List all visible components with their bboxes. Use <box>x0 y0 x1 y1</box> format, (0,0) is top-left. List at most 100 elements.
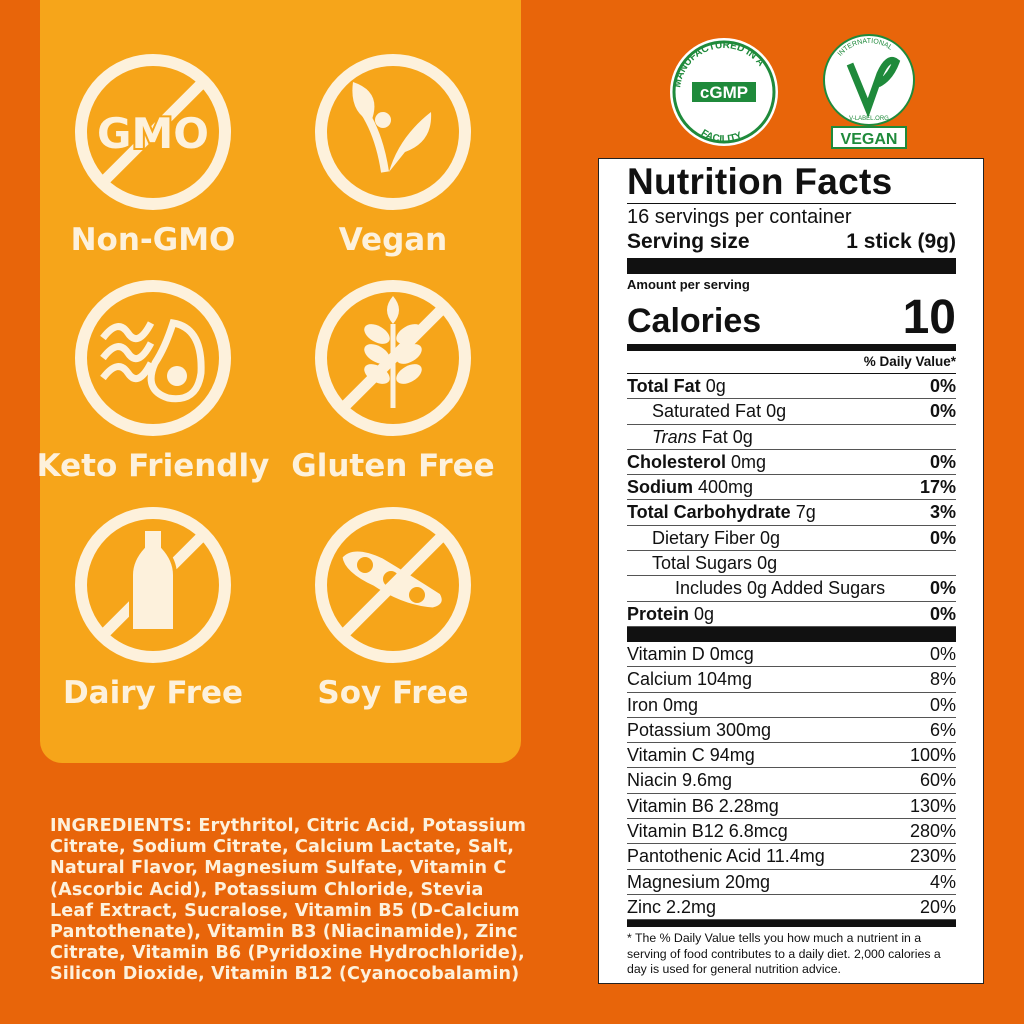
badge-keto-friendly: Keto Friendly <box>37 278 269 484</box>
divider-medium <box>627 344 956 351</box>
vegan-sprout-icon <box>315 54 471 210</box>
vitamin-daily-value: 4% <box>929 871 956 892</box>
nutrient-name: Total Sugars 0g <box>652 551 777 575</box>
cgmp-text: cGMP <box>700 83 748 102</box>
vitamin-daily-value: 60% <box>919 770 956 791</box>
calories-value: 10 <box>902 291 956 344</box>
nutrient-label-suffix: Fat <box>696 426 728 447</box>
nutrient-row: Saturated Fat 0g 0% <box>627 399 956 425</box>
calories-row: Calories 10 <box>627 293 956 343</box>
badge-label: Gluten Free <box>291 448 495 484</box>
serving-size: Serving size 1 stick (9g) <box>627 229 956 254</box>
vitamin-row: Zinc 2.2mg 20% <box>627 895 956 921</box>
nutrient-row: Total Sugars 0g <box>627 551 956 577</box>
vitamin-daily-value: 20% <box>919 896 956 917</box>
vitamin-daily-value: 0% <box>929 643 956 664</box>
nutrient-name: Trans Fat 0g <box>652 425 753 449</box>
vitamin-name: Calcium 104mg <box>627 669 753 690</box>
nutrient-label: Total Sugars <box>652 553 753 574</box>
nutrient-label: Saturated Fat <box>652 401 762 422</box>
nutrient-name: Cholesterol 0mg <box>627 450 766 474</box>
nutrient-name: Total Fat 0g <box>627 374 726 398</box>
gmo-crossed-icon: GMO <box>75 54 231 210</box>
nutrient-amount: 0g <box>757 553 778 574</box>
cgmp-certification-seal: MANUFACTURED IN A FACILITY cGMP <box>670 38 778 146</box>
ingredients-list: INGREDIENTS: Erythritol, Citric Acid, Po… <box>50 816 530 986</box>
vitamin-name: Magnesium 20mg <box>627 871 771 892</box>
nutrient-amount: 400mg <box>698 477 754 498</box>
nutrient-row: Trans Fat 0g <box>627 425 956 450</box>
vitamin-row: Vitamin C 94mg 100% <box>627 743 956 769</box>
badge-label: Dairy Free <box>62 675 244 711</box>
nutrient-name: Includes 0g Added Sugars <box>675 576 885 600</box>
amount-per-serving: Amount per serving <box>627 277 750 292</box>
nutrient-daily-value: 0% <box>929 578 956 599</box>
badge-label: Vegan <box>338 222 448 258</box>
nutrient-daily-value: 0% <box>929 451 956 472</box>
nutrient-row: Includes 0g Added Sugars 0% <box>627 576 956 602</box>
vitamin-name: Vitamin B12 6.8mcg <box>627 821 788 842</box>
vitamin-row: Vitamin B12 6.8mcg 280% <box>627 819 956 845</box>
vitamin-daily-value: 8% <box>929 669 956 690</box>
nutrient-name: Saturated Fat 0g <box>652 399 786 423</box>
nutrient-label: Total Fat <box>627 376 701 396</box>
vitamin-name: Vitamin D 0mcg <box>627 643 754 664</box>
vitamin-daily-value: 280% <box>909 821 956 842</box>
serving-size-label: Serving size <box>627 230 750 253</box>
badge-label: Keto Friendly <box>36 448 270 484</box>
nutrient-label: Cholesterol <box>627 451 727 472</box>
nutrient-amount: 0g <box>732 426 753 447</box>
vitamin-row: Calcium 104mg 8% <box>627 667 956 693</box>
vegan-seal-label: VEGAN <box>841 131 898 148</box>
nutrient-daily-value: 3% <box>929 502 956 523</box>
vitamin-daily-value: 130% <box>909 795 956 816</box>
nutrient-row: Total Carbohydrate 7g 3% <box>627 500 956 526</box>
vitamin-name: Zinc 2.2mg <box>627 896 717 917</box>
vitamin-name: Vitamin C 94mg <box>627 745 755 766</box>
nutrient-name: Dietary Fiber 0g <box>652 526 780 550</box>
nutrient-amount: 0g <box>705 376 726 396</box>
nutrient-name: Sodium 400mg <box>627 475 753 499</box>
nutrient-label: Includes 0g Added Sugars <box>675 578 886 599</box>
svg-text:V-LABEL.ORG: V-LABEL.ORG <box>849 116 889 122</box>
vitamin-name: Niacin 9.6mg <box>627 770 733 791</box>
badge-dairy-free: Dairy Free <box>63 505 243 711</box>
avocado-bacon-icon <box>75 280 231 436</box>
servings-per-container: 16 servings per container <box>627 206 852 228</box>
calories-label: Calories <box>627 302 762 340</box>
badge-vegan: Vegan <box>313 52 473 258</box>
nutrient-row: Cholesterol 0mg 0% <box>627 450 956 476</box>
vitamin-daily-value: 230% <box>909 846 956 867</box>
badge-label: Soy Free <box>317 675 469 711</box>
nutrient-amount: 7g <box>795 502 816 523</box>
vitamin-row: Pantothenic Acid 11.4mg 230% <box>627 844 956 870</box>
vitamin-row: Niacin 9.6mg 60% <box>627 768 956 794</box>
soybean-crossed-icon <box>315 507 471 663</box>
nutrient-label: Dietary Fiber <box>652 527 756 548</box>
footnote: * The % Daily Value tells you how much a… <box>627 931 941 977</box>
vitamin-name: Iron 0mg <box>627 694 699 715</box>
vitamin-daily-value: 6% <box>929 719 956 740</box>
wheat-crossed-icon <box>315 280 471 436</box>
ingredients-text: Erythritol, Citric Acid, Potassium Citra… <box>50 816 527 985</box>
nutrition-facts-panel: Nutrition Facts 16 servings per containe… <box>598 158 984 984</box>
nutrient-amount: 0g <box>694 603 715 624</box>
nutrient-row: Dietary Fiber 0g 0% <box>627 526 956 552</box>
nutrition-title: Nutrition Facts <box>627 161 956 204</box>
nutrient-daily-value: 0% <box>929 603 956 624</box>
nutrient-daily-value: 0% <box>929 376 956 396</box>
vitamin-name: Vitamin B6 2.28mg <box>627 795 779 816</box>
badge-gluten-free: Gluten Free <box>291 278 495 484</box>
vitamin-name: Pantothenic Acid 11.4mg <box>627 846 825 867</box>
nutrient-label: Protein <box>627 603 690 624</box>
nutrient-amount: 0g <box>760 527 781 548</box>
nutrient-name: Total Carbohydrate 7g <box>627 500 816 524</box>
serving-size-value: 1 stick (9g) <box>846 230 956 253</box>
divider-thick <box>627 626 956 642</box>
divider-thick <box>627 258 956 274</box>
nutrient-row: Sodium 400mg 17% <box>627 475 956 501</box>
gmo-icon-text: GMO <box>97 109 209 158</box>
divider-medium <box>627 920 956 928</box>
nutrient-daily-value: 17% <box>919 477 956 498</box>
nutrient-amount: 0mg <box>731 451 767 472</box>
